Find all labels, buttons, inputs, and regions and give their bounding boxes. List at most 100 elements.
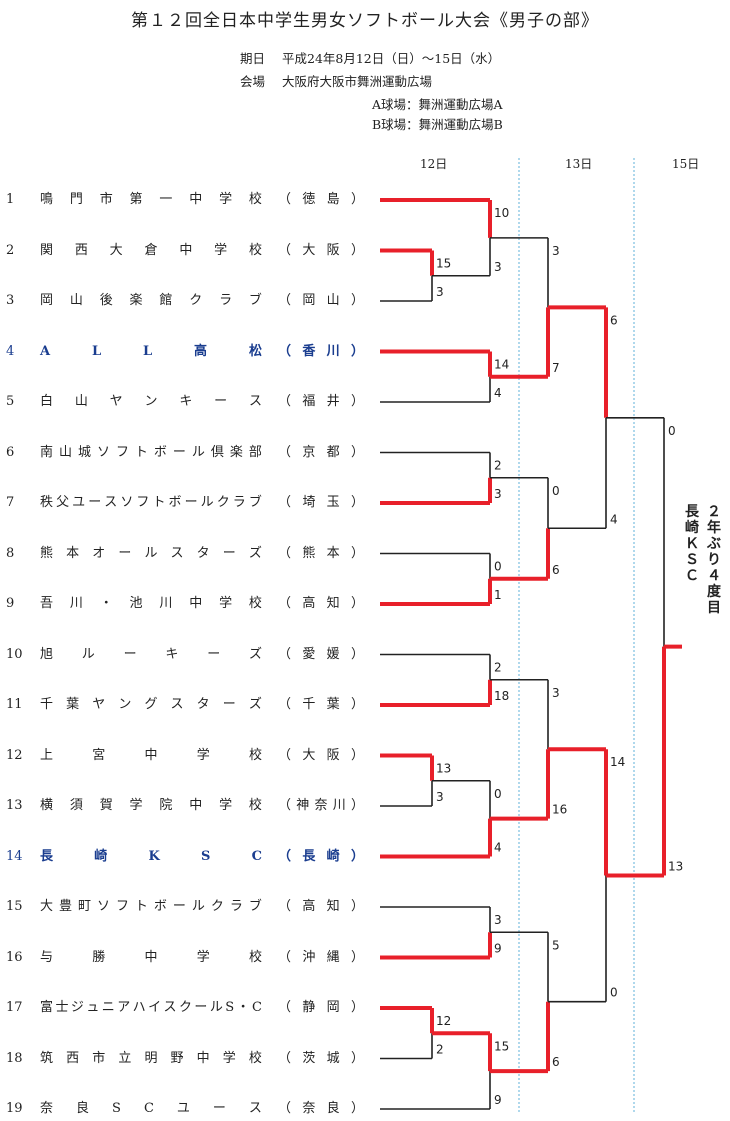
day-label-15: 15日 [672,157,700,171]
team-prefecture: （福井） [278,394,364,409]
match-score: 2 [494,459,502,473]
team-prefecture: （茨城） [278,1050,364,1066]
match-score: 3 [552,686,560,700]
match-score: 3 [494,487,502,501]
match-score: 14 [610,755,625,769]
team-name: 岡山後楽館クラブ [40,293,262,308]
team-prefecture: （徳島） [278,192,364,207]
team-number: 7 [6,495,15,510]
date-label: 期日 [240,51,266,66]
team-prefecture: （長崎） [278,848,364,864]
venue-label: 会場 [240,74,266,89]
match-score: 3 [436,790,444,804]
match-score: 0 [494,560,502,574]
team-prefecture: （熊本） [278,545,364,561]
match-score: 7 [552,361,560,375]
team-number: 13 [6,798,23,813]
team-name: 富士ジュニアハイスクール S ・ C [40,1000,262,1015]
match-score: 5 [552,938,560,952]
team-prefecture: （愛媛） [278,646,364,662]
match-score: 14 [494,358,509,372]
team-number: 3 [6,293,15,308]
day-label-12: 12日 [420,157,448,171]
match-score: 9 [494,942,502,956]
match-score: 13 [668,859,683,873]
team-prefecture: （大阪） [278,242,364,258]
team-name: 横須賀学院中学校 [40,798,262,813]
day-label-13: 13日 [565,157,593,171]
team-number: 18 [6,1050,23,1066]
team-number: 10 [6,646,23,662]
match-score: 16 [552,803,567,817]
match-score: 12 [436,1014,451,1028]
match-score: 3 [494,913,502,927]
team-prefecture: （大阪） [278,747,364,763]
match-score: 0 [494,787,502,801]
match-score: 15 [436,257,451,271]
team-number: 5 [6,394,15,409]
team-prefecture: （千葉） [278,697,364,712]
team-name: 白山ヤンキース [40,394,262,409]
match-score: 9 [494,1093,502,1107]
team-number: 17 [6,1000,23,1015]
field-b-info: B球場：舞洲運動広場B [372,117,503,132]
team-number: 14 [6,848,23,864]
match-score: 3 [552,244,560,258]
match-score: 6 [610,313,618,327]
match-score: 13 [436,762,451,776]
team-name: 関西大倉中学校 [40,242,262,258]
match-score: 15 [494,1039,509,1053]
team-number: 2 [6,242,15,258]
team-name: 筑西市立明野中学校 [40,1050,262,1066]
match-score: 6 [552,1055,560,1069]
page-title: 第１２回全日本中学生男女ソフトボール大会《男子の部》 [131,11,599,31]
match-score: 18 [494,689,509,703]
team-prefecture: （高知） [278,596,364,611]
match-score: 0 [610,986,618,1000]
team-number: 12 [6,747,23,763]
team-name: 秩父ユースソフトボールクラブ [40,495,262,510]
team-number: 16 [6,949,23,965]
venue-value: 大阪府大阪市舞洲運動広場 [282,74,433,89]
team-number: 19 [6,1101,23,1116]
match-score: 0 [552,484,560,498]
team-name: 与勝中学校 [40,949,262,965]
match-score: 1 [494,588,502,602]
match-score: 2 [436,1043,444,1057]
match-score: 4 [494,841,502,855]
team-prefecture: （奈良） [278,1101,364,1116]
match-score: 3 [494,260,502,274]
date-value: 平成24年8月12日（日）～15日（水） [282,51,501,66]
team-name: 鳴門市第一中学校 [40,192,262,207]
team-prefecture: （沖縄） [278,949,364,965]
team-name: 南山城ソフトボール倶楽部 [40,444,262,460]
team-prefecture: （高知） [278,899,364,914]
match-score: 2 [494,661,502,675]
team-name: 吾川・池川中学校 [40,596,262,611]
team-prefecture: （埼玉） [278,495,364,510]
match-score: 10 [494,206,509,220]
team-name: 熊本オールスターズ [40,545,262,561]
team-prefecture: （岡山） [278,293,364,308]
team-name: 大豊町ソフトボールクラブ [40,899,262,914]
team-prefecture: （神奈川） [278,798,364,813]
team-number: 4 [6,343,15,359]
match-score: 0 [668,424,676,438]
team-number: 6 [6,444,15,460]
team-number: 11 [6,697,23,712]
team-prefecture: （香川） [278,343,364,359]
match-score: 4 [494,386,502,400]
match-score: 4 [610,512,618,526]
match-score: 3 [436,285,444,299]
team-number: 1 [6,192,15,207]
team-number: 9 [6,596,15,611]
team-name: 旭ルーキーズ [40,646,262,662]
team-number: 8 [6,545,15,561]
team-name: 千葉ヤングスターズ [40,697,262,712]
